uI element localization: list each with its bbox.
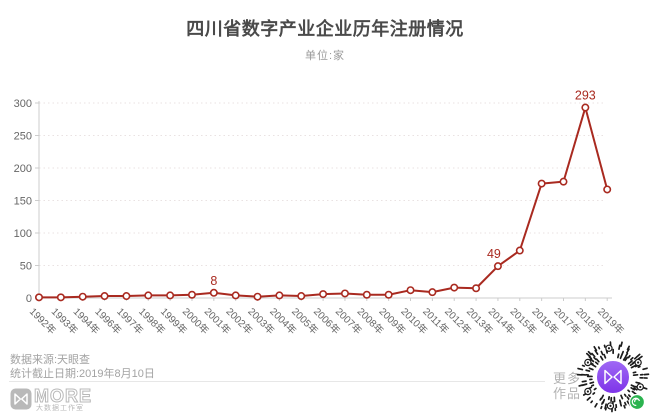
svg-text:0: 0 <box>26 293 32 305</box>
svg-text:250: 250 <box>14 131 32 143</box>
svg-text:293: 293 <box>575 89 596 103</box>
svg-text:8: 8 <box>210 274 217 288</box>
footer-divider <box>9 381 545 382</box>
svg-text:300: 300 <box>14 98 32 110</box>
line-chart-canvas: 0501001502002503001992年1993年1994年1996年19… <box>0 78 650 352</box>
logo-subtext: 大数据工作室 <box>36 403 84 413</box>
svg-text:100: 100 <box>14 228 32 240</box>
svg-text:50: 50 <box>20 261 32 273</box>
chart-title: 四川省数字产业企业历年注册情况 <box>0 15 650 41</box>
miniprogram-qr-code <box>574 337 650 415</box>
svg-text:49: 49 <box>487 247 501 261</box>
statistics-deadline-text: 统计截止日期:2019年8月10日 <box>10 368 155 381</box>
chart-unit-label: 单位:家 <box>0 47 650 63</box>
more-logo-icon <box>10 388 32 410</box>
svg-text:200: 200 <box>14 163 32 175</box>
data-source-text: 数据来源:天眼查 <box>10 354 90 367</box>
svg-text:150: 150 <box>14 196 32 208</box>
